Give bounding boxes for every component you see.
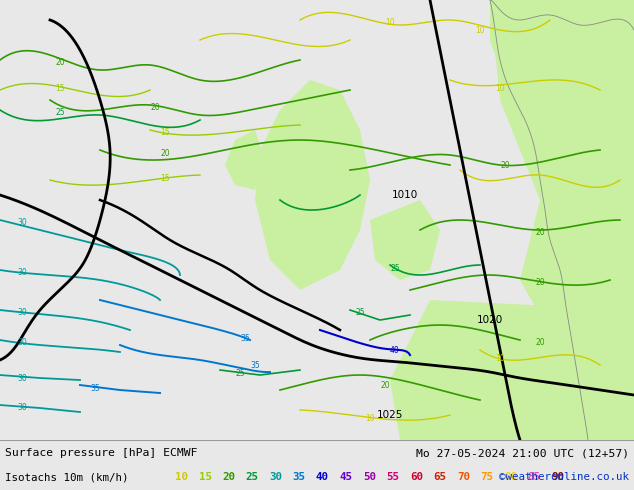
Text: 40: 40 xyxy=(390,345,400,355)
Text: 20: 20 xyxy=(500,161,510,170)
Text: 75: 75 xyxy=(481,472,493,482)
Text: 15: 15 xyxy=(160,173,170,182)
Polygon shape xyxy=(225,130,265,190)
Text: 30: 30 xyxy=(269,472,282,482)
Text: 30: 30 xyxy=(17,402,27,412)
Text: 25: 25 xyxy=(390,264,400,272)
Text: 25: 25 xyxy=(235,368,245,377)
Text: 20: 20 xyxy=(535,277,545,287)
Text: 85: 85 xyxy=(527,472,541,482)
Text: 35: 35 xyxy=(240,334,250,343)
Text: 20: 20 xyxy=(380,381,390,390)
Text: 35: 35 xyxy=(250,361,260,369)
Text: 25: 25 xyxy=(355,308,365,317)
Text: Mo 27-05-2024 21:00 UTC (12+57): Mo 27-05-2024 21:00 UTC (12+57) xyxy=(416,448,629,458)
Text: 20: 20 xyxy=(535,338,545,346)
Text: 80: 80 xyxy=(504,472,517,482)
Text: 10: 10 xyxy=(385,18,395,26)
Text: 10: 10 xyxy=(175,472,188,482)
Text: 55: 55 xyxy=(387,472,399,482)
Text: 30: 30 xyxy=(17,218,27,226)
Text: 1025: 1025 xyxy=(377,410,403,420)
Polygon shape xyxy=(390,300,634,440)
Text: 50: 50 xyxy=(363,472,376,482)
Text: 30: 30 xyxy=(17,268,27,276)
Text: 10: 10 xyxy=(495,353,505,363)
Polygon shape xyxy=(490,0,600,150)
Text: 1010: 1010 xyxy=(392,190,418,200)
Polygon shape xyxy=(490,0,634,440)
Text: 35: 35 xyxy=(90,384,100,392)
Text: Isotachs 10m (km/h): Isotachs 10m (km/h) xyxy=(5,472,129,482)
Text: 10: 10 xyxy=(476,25,485,34)
Text: Surface pressure [hPa] ECMWF: Surface pressure [hPa] ECMWF xyxy=(5,448,198,458)
Text: 15: 15 xyxy=(160,127,170,137)
Polygon shape xyxy=(255,80,370,290)
Text: 10: 10 xyxy=(365,414,375,422)
Text: 35: 35 xyxy=(292,472,306,482)
Polygon shape xyxy=(370,200,440,280)
Text: ©weatheronline.co.uk: ©weatheronline.co.uk xyxy=(499,472,629,482)
Text: 20: 20 xyxy=(150,102,160,112)
Text: 20: 20 xyxy=(222,472,235,482)
Text: 30: 30 xyxy=(17,338,27,346)
Text: 30: 30 xyxy=(17,373,27,383)
Text: 20: 20 xyxy=(535,227,545,237)
Text: 90: 90 xyxy=(551,472,564,482)
Text: 30: 30 xyxy=(17,308,27,317)
Text: 70: 70 xyxy=(457,472,470,482)
Text: 1020: 1020 xyxy=(477,315,503,325)
Text: 25: 25 xyxy=(55,107,65,117)
Text: 15: 15 xyxy=(198,472,212,482)
Text: 40: 40 xyxy=(316,472,329,482)
Text: 25: 25 xyxy=(245,472,259,482)
Text: 45: 45 xyxy=(339,472,353,482)
Text: 65: 65 xyxy=(434,472,446,482)
Text: 60: 60 xyxy=(410,472,423,482)
Text: 20: 20 xyxy=(160,148,170,157)
Text: 20: 20 xyxy=(55,57,65,67)
Text: 15: 15 xyxy=(55,83,65,93)
Text: 10: 10 xyxy=(495,83,505,93)
